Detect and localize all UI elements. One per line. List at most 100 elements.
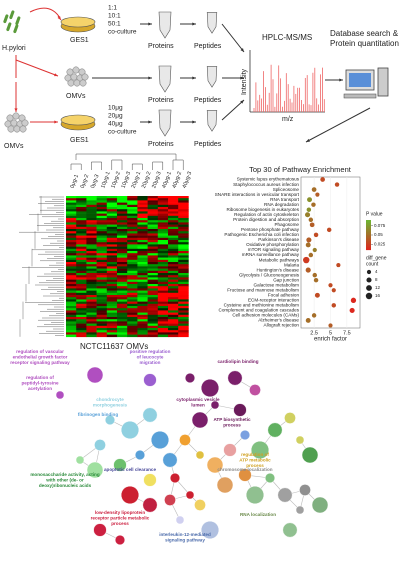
- heatmap-cell: [66, 207, 77, 210]
- heatmap-cell: [137, 323, 148, 327]
- heatmap-cell: [168, 196, 179, 199]
- colorbar: [366, 238, 371, 240]
- y-tick-label: Focal adhesion: [268, 293, 300, 298]
- network-node: [210, 400, 220, 410]
- heatmap-cell: [157, 279, 169, 283]
- heatmap-cell: [147, 204, 159, 208]
- heatmap-cell: [86, 290, 97, 294]
- heatmap-cell: [86, 334, 97, 338]
- network-label: positive regulation: [130, 349, 171, 354]
- arrow-head: [148, 22, 152, 26]
- heatmap-cell: [86, 332, 97, 335]
- heatmap-cell: [86, 330, 97, 333]
- heatmap-cell: [76, 321, 87, 324]
- heatmap-cell: [157, 334, 169, 338]
- heatmap-cell: [96, 277, 108, 280]
- heatmap-cell: [106, 270, 118, 274]
- heatmap-cell: [96, 257, 108, 261]
- heatmap-cell: [157, 207, 169, 210]
- heatmap-cell: [127, 273, 138, 276]
- heatmap-cell: [137, 328, 148, 331]
- heatmap-cell: [66, 273, 77, 276]
- heatmap-cell: [96, 299, 108, 302]
- dot: [326, 227, 332, 233]
- label: OMVs: [4, 143, 24, 150]
- colorbar: [366, 242, 371, 245]
- heatmap-cell: [137, 259, 148, 263]
- heatmap-cell: [76, 310, 87, 313]
- heatmap-cell: [157, 235, 169, 239]
- heatmap-cell: [117, 248, 128, 252]
- heatmap-cell: [178, 323, 189, 327]
- heatmap-cell: [86, 248, 97, 252]
- heatmap-cell: [117, 323, 128, 327]
- heatmap-cell: [127, 255, 138, 258]
- heatmap-cell: [178, 321, 189, 324]
- y-tick-label: Gap junction: [273, 277, 299, 282]
- heatmap-cell: [66, 303, 77, 307]
- heatmap-cell: [157, 308, 169, 311]
- heatmap-cell: [137, 268, 148, 272]
- heatmap-cell: [106, 215, 118, 219]
- network-label: of leucocyte: [137, 355, 164, 360]
- heatmap-cell: [86, 314, 97, 318]
- heatmap-cell: [157, 303, 169, 307]
- heatmap-cell: [76, 207, 87, 210]
- heatmap-cell: [127, 334, 138, 338]
- heatmap-cell: [66, 253, 77, 256]
- heatmap-cell: [168, 288, 179, 291]
- heatmap-cell: [147, 288, 159, 291]
- arrow-head: [14, 108, 18, 112]
- dot: [315, 192, 320, 197]
- y-tick-label: Systemic lupus erythematosus: [237, 177, 300, 182]
- heatmap-cell: [66, 317, 77, 320]
- heatmap-cell: [96, 224, 108, 228]
- heatmap-cell: [106, 251, 118, 254]
- heatmap-cell: [76, 202, 87, 206]
- arrow-head: [148, 120, 152, 124]
- label: 1:1: [108, 5, 117, 12]
- heatmap-cell: [137, 306, 148, 309]
- network-label: deoxy)ribonucleic acids: [39, 483, 92, 488]
- heatmap-cell: [76, 257, 87, 261]
- heatmap-cell: [76, 266, 87, 269]
- heatmap-cell: [76, 314, 87, 318]
- column-label: 40μg-2: [172, 171, 184, 189]
- heatmap-cell: [127, 218, 138, 221]
- heatmap-cell: [106, 255, 118, 258]
- heatmap-cell: [86, 204, 97, 208]
- heatmap-cell: [168, 268, 179, 272]
- heatmap-cell: [86, 312, 97, 316]
- heatmap-cell: [147, 319, 159, 322]
- heatmap-cell: [168, 218, 179, 221]
- legend-label: 4: [375, 269, 378, 274]
- heatmap-cell: [168, 290, 179, 294]
- heatmap-cell: [178, 200, 189, 203]
- heatmap-cell: [127, 235, 138, 239]
- heatmap-cell: [106, 312, 118, 316]
- colorbar: [366, 241, 371, 243]
- col-dendrogram: [111, 159, 123, 170]
- network-node: [143, 473, 157, 487]
- heatmap-cell: [76, 299, 87, 302]
- vesicle: [67, 79, 75, 87]
- heatmap-cell: [76, 330, 87, 333]
- arrow-head: [339, 78, 343, 82]
- heatmap-cell: [106, 222, 118, 225]
- heatmap-cell: [66, 297, 77, 300]
- y-tick-label: Complement and coagulation cascades: [219, 308, 300, 313]
- heatmap-cell: [86, 229, 97, 232]
- network-label: interleukin-12-mediated: [159, 532, 211, 537]
- heatmap-cell: [137, 319, 148, 322]
- label: 10μg: [108, 105, 123, 112]
- heatmap-cell: [127, 222, 138, 225]
- heatmap-cell: [147, 323, 159, 327]
- heatmap-cell: [66, 266, 77, 269]
- heatmap-cell: [86, 226, 97, 230]
- heatmap-cell: [137, 198, 148, 201]
- column-label: 10μg-2: [110, 171, 122, 189]
- heatmap-cell: [127, 310, 138, 313]
- heatmap-cell: [66, 299, 77, 302]
- heatmap-cell: [157, 242, 169, 245]
- heatmap-cell: [106, 262, 118, 265]
